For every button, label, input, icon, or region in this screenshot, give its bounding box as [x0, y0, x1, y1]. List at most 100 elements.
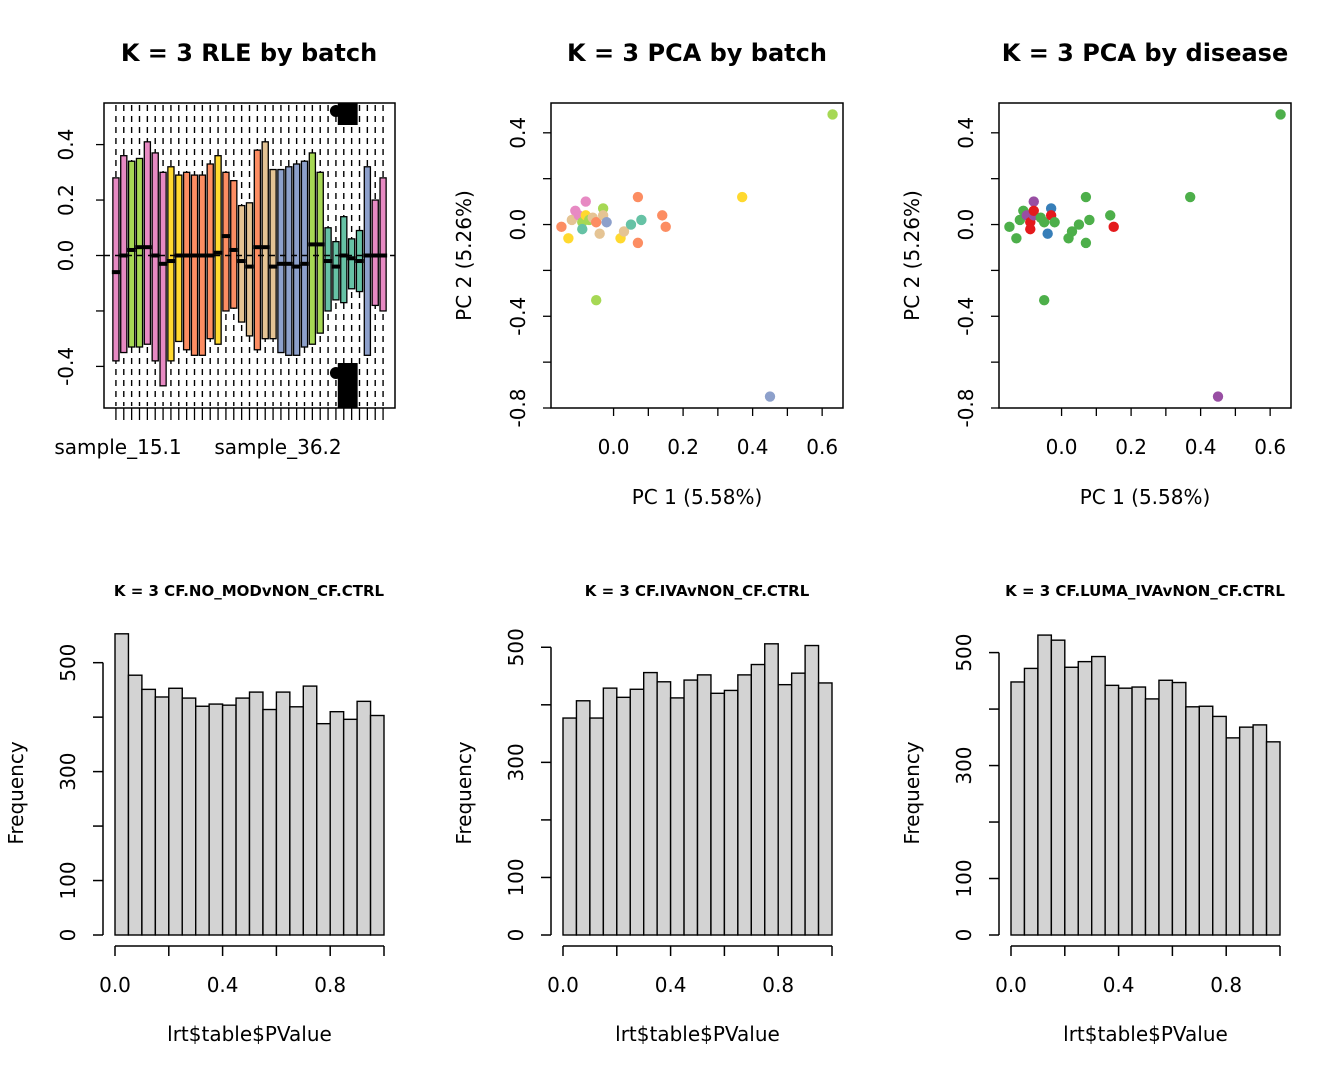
hist-luma-iva-bar: [1064, 666, 1079, 936]
pca-disease-x-tick-label: 0.4: [1185, 435, 1217, 459]
hist-iva-y-tick-label: 100: [504, 858, 528, 896]
hist-no-mod-bar: [221, 704, 237, 936]
hist-no-mod-bar: [316, 722, 331, 936]
hist-luma-iva-bar: [1077, 660, 1093, 936]
hist-no-mod-bar: [369, 714, 385, 936]
hist-iva-bar: [750, 663, 766, 936]
hist-luma-iva-y-tick-label: 0: [952, 929, 976, 942]
hist-no-mod-bar: [248, 691, 264, 936]
hist-iva-bar: [817, 682, 833, 936]
hist-luma-iva-bar: [1158, 679, 1174, 936]
pca-batch-scatter-panel: 0.0 0.2 0.4 0.6 -0.8 -0.4 0.0 0.4 PC 1 (5.58%) PC…: [452, 102, 844, 509]
rle-box: [363, 166, 372, 356]
rle-box: [230, 179, 238, 309]
rle-box: [371, 199, 379, 307]
pca-batch-point: [563, 233, 574, 244]
hist-no-mod-bar: [356, 700, 372, 936]
hist-iva-bar: [804, 644, 820, 936]
hist-luma-iva-bar: [1265, 741, 1281, 936]
hist-no-mod-bar: [194, 705, 210, 936]
pca-disease-point: [1042, 228, 1053, 239]
rle-box: [347, 238, 356, 290]
hist-luma-iva-bar: [1238, 726, 1254, 936]
hist-no-mod-y-axis-label: Frequency: [4, 741, 28, 844]
hist-iva-bar: [575, 700, 591, 936]
hist-iva-bar: [723, 689, 739, 936]
pca-batch-panel-title: K = 3 PCA by batch: [567, 39, 827, 67]
rle-box: [175, 174, 183, 343]
hist-no-mod-bar: [154, 696, 170, 936]
hist-iva-bar: [616, 696, 631, 936]
pca-batch-x-tick-label: 0.4: [737, 435, 769, 459]
pca-batch-y-tick-label: 0.4: [506, 117, 530, 149]
rle-y-tick-label: 0.0: [54, 240, 78, 272]
pca-disease-point: [1184, 191, 1196, 203]
hist-luma-iva-bar: [1212, 715, 1227, 936]
hist-luma-iva-bar: [1171, 681, 1187, 936]
pca-batch-x-tick-label: 0.2: [667, 435, 699, 459]
hist-luma-iva-bar: [1252, 724, 1268, 936]
rle-box: [324, 227, 332, 312]
pca-disease-point: [1080, 237, 1092, 249]
hist-luma-iva-y-tick-label: 500: [952, 633, 976, 671]
pca-batch-point: [577, 223, 588, 235]
rle-box: [277, 168, 285, 354]
hist-iva-bar: [589, 717, 605, 936]
hist-iva-bar: [629, 688, 645, 936]
hist-no-mod-bar: [329, 710, 345, 936]
rle-box: [159, 171, 167, 387]
pca-batch-point: [556, 221, 567, 233]
pca-batch-point: [625, 219, 637, 230]
hist-iva-y-tick-label: 500: [504, 628, 528, 666]
rle-box: [135, 157, 144, 348]
pca-disease-point: [1084, 214, 1095, 226]
hist-no-mod-bar: [114, 633, 130, 936]
hist-iva-bar: [737, 674, 752, 936]
pca-batch-y-axis-label: PC 2 (5.26%): [452, 190, 476, 321]
pca-batch-point: [764, 391, 776, 402]
hist-iva-bar: [710, 692, 726, 936]
rle-box: [379, 177, 387, 312]
hist-no-mod-bar: [342, 718, 358, 936]
rle-box: [237, 204, 246, 323]
hist-no-mod-bar: [275, 691, 291, 936]
rle-box: [308, 152, 317, 345]
hist-iva-bar: [764, 643, 779, 936]
hist-iva-panel: 0.0 0.4 0.8 0 100 300 500 lrt$table$PValue Frequ…: [452, 628, 833, 1046]
rle-box: [332, 240, 340, 301]
pca-disease-x-tick-label: 0.0: [1046, 435, 1078, 459]
hist-luma-iva-x-tick-label: 0.4: [1103, 973, 1135, 997]
hist-no-mod-y-tick-label: 500: [56, 644, 80, 682]
hist-no-mod-y-tick-label: 0: [56, 929, 80, 942]
pca-batch-point: [736, 191, 748, 203]
hist-luma-iva-bar: [1198, 705, 1214, 936]
pca-disease-y-tick-label: -0.8: [954, 388, 978, 427]
hist-iva-title: K = 3 CF.IVAvNON_CF.CTRL: [585, 582, 810, 600]
rle-x-tick-label: sample_36.2: [214, 435, 341, 459]
pca-disease-plot-frame: [998, 102, 1292, 409]
pca-disease-x-tick-label: 0.6: [1254, 435, 1286, 459]
hist-luma-iva-bar: [1117, 687, 1133, 936]
hist-no-mod-x-tick-label: 0.0: [99, 973, 131, 997]
rle-boxplot-panel: -0.4 0.0 0.2 0.4 sample_15.1 sample_36.2: [54, 102, 396, 459]
hist-no-mod-bar: [181, 697, 197, 936]
pca-batch-x-tick-label: 0.6: [806, 435, 838, 459]
pca-disease-point: [1004, 221, 1015, 233]
hist-luma-iva-x-tick-label: 0.8: [1210, 973, 1242, 997]
pca-disease-y-tick-label: -0.4: [954, 297, 978, 336]
pca-batch-y-tick-label: -0.8: [506, 388, 530, 427]
hist-no-mod-title: K = 3 CF.NO_MODvNON_CF.CTRL: [114, 582, 385, 600]
rle-box: [222, 171, 230, 312]
hist-iva-y-tick-label: 0: [504, 929, 528, 942]
pca-batch-point: [827, 109, 838, 120]
hist-luma-iva-bar: [1225, 737, 1241, 936]
pca-disease-point: [1025, 223, 1036, 235]
hist-iva-y-tick-label: 300: [504, 743, 528, 781]
pca-disease-y-tick-label: 0.4: [954, 117, 978, 149]
pca-disease-panel-title: K = 3 PCA by disease: [1002, 39, 1289, 67]
pca-disease-y-axis-label: PC 2 (5.26%): [900, 190, 924, 321]
rle-y-tick-label: 0.2: [54, 184, 78, 216]
pca-disease-x-tick-label: 0.2: [1115, 435, 1147, 459]
pca-disease-point: [1275, 109, 1286, 120]
rle-box: [198, 174, 207, 356]
